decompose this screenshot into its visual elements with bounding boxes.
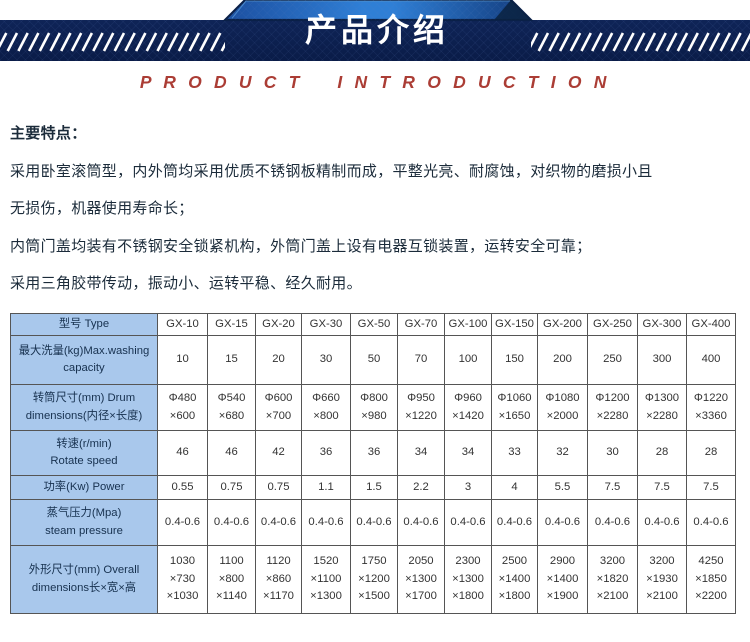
svg-text:产品介绍: 产品介绍 xyxy=(305,12,449,48)
